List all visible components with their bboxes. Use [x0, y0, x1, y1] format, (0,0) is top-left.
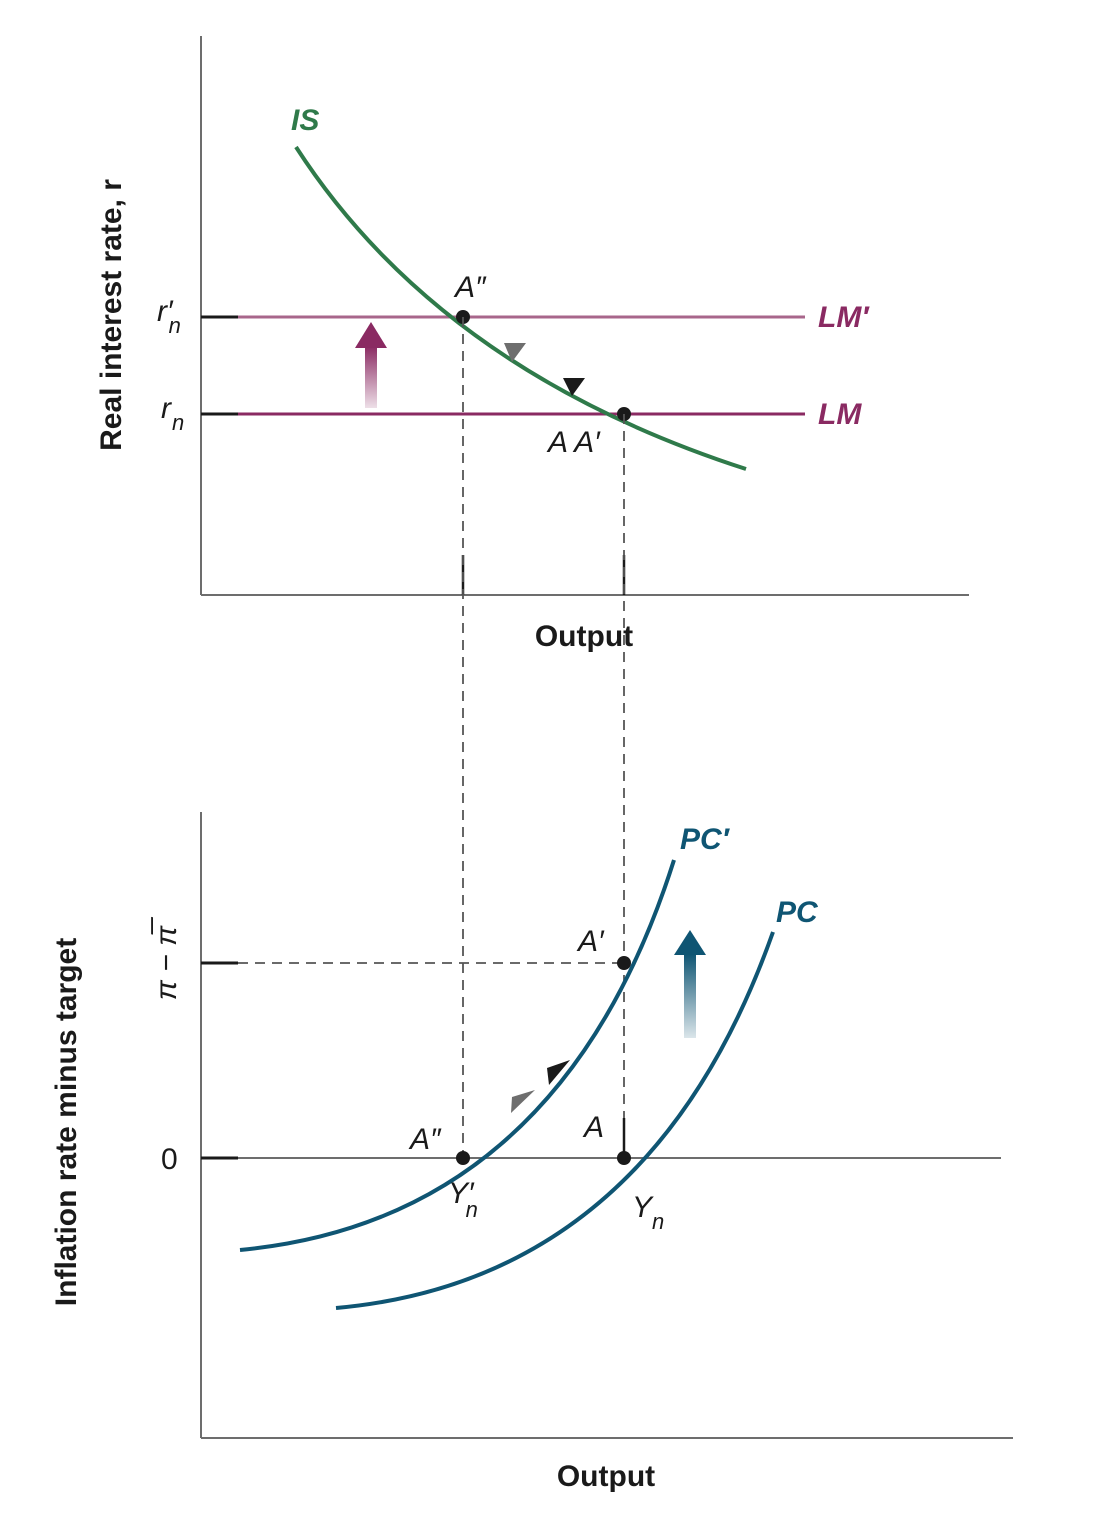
zero-tick-label: 0 — [161, 1143, 178, 1176]
pc-prime-curve — [239, 859, 676, 1252]
pc-shift-arrow-head — [674, 930, 706, 955]
rn-prime-tick-label: r′n — [157, 295, 181, 338]
bottom-panel: PC′ PC A′ A″ A Y′n Yn 0 π − π̅ Output In… — [50, 812, 1013, 1493]
rn-symbol: r — [161, 392, 172, 425]
lm-shift-arrow-shaft — [365, 346, 377, 408]
lm-prime-label: LM′ — [818, 301, 870, 334]
yn-tick-label: Yn — [632, 1191, 664, 1234]
bottom-x-axis-title: Output — [557, 1460, 655, 1493]
gap-tick-label: π − π̅ — [150, 917, 183, 1000]
is-curve-label: IS — [291, 104, 319, 137]
lm-shift-arrow-head — [355, 322, 387, 348]
pc-shift-arrow-shaft — [684, 954, 696, 1038]
rn-subscript: n — [172, 410, 184, 435]
top-x-axis-title: Output — [535, 620, 633, 653]
pc-label: PC — [776, 896, 819, 929]
yn-symbol: Y — [632, 1191, 654, 1224]
yn-subscript: n — [652, 1209, 664, 1234]
a-a-prime-label: A A′ — [546, 426, 601, 459]
a-prime-bottom-label: A′ — [576, 925, 605, 958]
yn-prime-subscript: n — [466, 1197, 478, 1222]
a-double-prime-top-label: A″ — [453, 271, 487, 304]
top-panel: IS LM′ LM A″ A A′ r′n rn Output Real int… — [95, 36, 969, 653]
point-a-bottom — [617, 1151, 631, 1165]
pc-curve — [335, 931, 775, 1310]
yn-prime-tick-label: Y′n — [448, 1177, 478, 1222]
lm-label: LM — [818, 398, 862, 431]
point-a-double-prime-bottom — [456, 1151, 470, 1165]
yn-prime-symbol: Y′ — [448, 1177, 475, 1210]
bottom-y-axis-title: Inflation rate minus target — [50, 938, 83, 1306]
is-curve — [294, 145, 747, 471]
rn-prime-subscript: n — [169, 313, 181, 338]
pc-arrowhead-gray — [511, 1090, 535, 1113]
rn-prime-symbol: r′ — [157, 295, 174, 328]
a-bottom-label: A — [582, 1111, 604, 1144]
a-double-prime-bottom-label: A″ — [408, 1123, 442, 1156]
point-a-prime-bottom — [617, 956, 631, 970]
connector-lines — [238, 317, 625, 1158]
pc-arrowhead-dark — [547, 1060, 570, 1085]
rn-tick-label: rn — [161, 392, 184, 435]
pc-prime-label: PC′ — [680, 823, 731, 856]
top-y-axis-title: Real interest rate, r — [95, 179, 128, 451]
is-arrowhead-gray — [504, 343, 526, 362]
is-arrowhead-dark — [563, 378, 585, 396]
